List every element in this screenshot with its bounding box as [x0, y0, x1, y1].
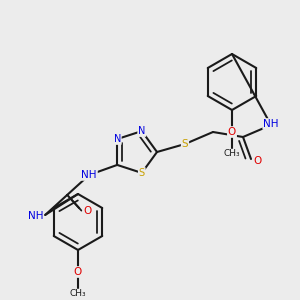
Text: S: S: [139, 168, 145, 178]
Text: N: N: [138, 126, 146, 136]
Text: O: O: [254, 156, 262, 166]
Text: NH: NH: [82, 170, 97, 180]
Text: O: O: [74, 267, 82, 277]
Text: NH: NH: [28, 211, 43, 221]
Text: S: S: [182, 139, 188, 149]
Text: CH₃: CH₃: [224, 149, 240, 158]
Text: CH₃: CH₃: [70, 290, 86, 298]
Text: N: N: [113, 134, 121, 144]
Text: O: O: [228, 127, 236, 137]
Text: NH: NH: [263, 119, 279, 129]
Text: O: O: [83, 206, 92, 216]
